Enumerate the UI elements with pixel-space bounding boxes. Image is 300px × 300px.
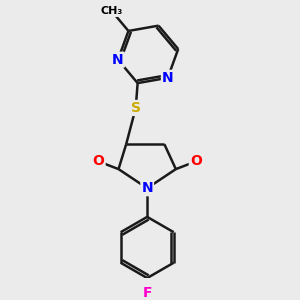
Text: N: N (112, 53, 124, 67)
Text: N: N (141, 181, 153, 195)
Text: S: S (131, 101, 141, 115)
Text: N: N (162, 71, 174, 85)
Text: O: O (93, 154, 105, 169)
Text: O: O (190, 154, 202, 169)
Text: CH₃: CH₃ (100, 6, 123, 16)
Text: F: F (142, 286, 152, 300)
